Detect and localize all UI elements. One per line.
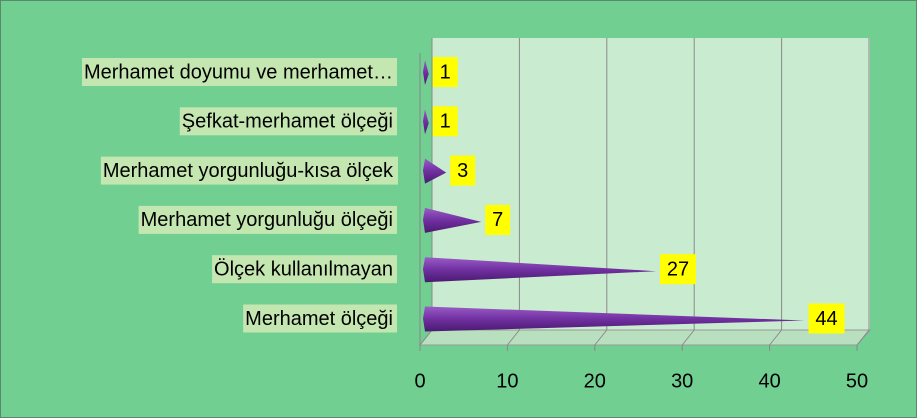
grid-line xyxy=(769,329,782,346)
value-label-bg xyxy=(432,57,458,87)
value-label-bg xyxy=(659,254,696,285)
category-label-bg xyxy=(138,205,397,234)
grid-line xyxy=(419,329,433,346)
x-tick-label: 40 xyxy=(758,370,780,392)
value-label-bg xyxy=(808,303,845,334)
bar xyxy=(423,257,656,283)
bar xyxy=(423,60,429,85)
value-label: 27 xyxy=(667,258,689,280)
category-label: Merhamet ölçeği xyxy=(245,308,393,330)
category-label: Merhamet yorgunluğu-kısa ölçek xyxy=(103,160,394,182)
x-tick-label: 10 xyxy=(496,370,518,392)
value-label: 44 xyxy=(815,308,837,330)
bar xyxy=(423,207,482,233)
value-label-bg xyxy=(432,106,458,137)
category-label-bg xyxy=(81,58,397,86)
plot-wall xyxy=(420,38,870,345)
bar xyxy=(423,306,805,332)
category-label-bg xyxy=(179,107,397,136)
category-label: Merhamet doyumu ve merhamet… xyxy=(84,61,393,83)
x-tick-label: 0 xyxy=(414,370,425,392)
value-label: 7 xyxy=(492,209,503,231)
value-label-bg xyxy=(450,155,476,186)
plot-floor xyxy=(418,329,872,346)
value-label: 1 xyxy=(440,61,451,83)
category-label-bg xyxy=(100,156,398,185)
x-tick-label: 50 xyxy=(846,370,868,392)
category-label-bg xyxy=(212,255,397,284)
x-tick-label: 20 xyxy=(584,370,606,392)
category-label-bg xyxy=(243,304,397,333)
bar xyxy=(423,109,429,135)
category-label: Şefkat-merhamet ölçeği xyxy=(182,111,393,133)
bar xyxy=(423,158,447,184)
grid-line xyxy=(594,329,608,346)
value-label: 3 xyxy=(457,160,468,182)
value-label: 1 xyxy=(440,111,451,133)
value-label-bg xyxy=(485,204,511,235)
grid-line xyxy=(681,329,695,346)
category-label: Ölçek kullanılmayan xyxy=(214,258,393,280)
grid-line xyxy=(856,329,870,346)
grid-line xyxy=(507,329,520,346)
category-label: Merhamet yorgunluğu ölçeği xyxy=(141,209,393,231)
x-tick-label: 30 xyxy=(671,370,693,392)
